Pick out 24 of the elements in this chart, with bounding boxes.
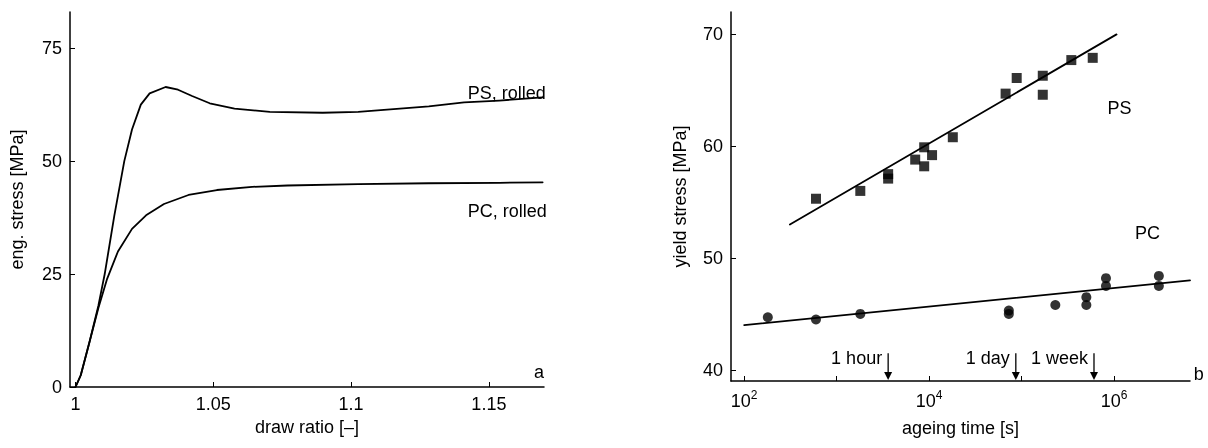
x-tick-label: 1.1 [338,394,364,414]
ref-line-label: 1 day [965,348,1010,369]
y-axis-title: eng. stress [MPa] [7,129,27,270]
x-axis-title: draw ratio [–] [254,416,360,437]
y-tick-label: 40 [702,359,723,380]
annotation: a [533,362,545,382]
x-tick-label: 1.05 [195,394,231,414]
y-tick-label: 50 [41,151,62,172]
y-tick-label: 25 [41,264,62,285]
y-tick-label: 50 [702,248,723,268]
y-axis-title: yield stress [MPa] [670,125,690,268]
ref-line-label: 1 week [1030,348,1089,369]
annotation: PC, rolled [467,200,547,221]
ref-line-label: 1 hour [831,348,883,369]
y-tick-label: 0 [51,377,62,397]
annotation: PS [1107,97,1132,118]
y-tick-label: 75 [41,38,62,59]
x-tick-label: 1 [70,394,81,414]
y-tick-label: 70 [702,24,723,45]
annotation: PC [1134,223,1160,244]
x-tick-label: 1.15 [471,394,507,414]
text: b [1193,363,1204,384]
x-axis-title: ageing time [s] [901,418,1020,438]
y-tick-label: 60 [702,136,723,157]
